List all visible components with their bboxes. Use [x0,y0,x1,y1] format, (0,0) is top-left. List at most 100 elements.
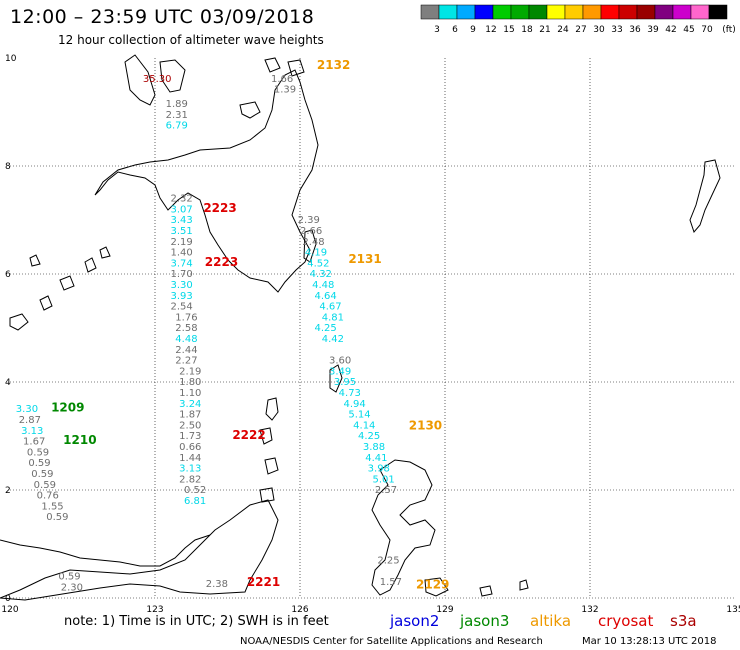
wave-height-value: 4.14 [353,420,375,431]
colorbar-label: 21 [539,25,550,35]
wave-height-value: 4.67 [319,302,341,313]
wave-height-value: 1.73 [179,431,201,442]
wave-height-value: 4.25 [315,323,337,334]
colorbar-label: 12 [485,25,496,35]
wave-height-value: 3.43 [170,215,192,226]
colorbar-label: 15 [503,25,514,35]
satellite-legend-item: cryosat [598,612,653,630]
wave-height-value: 1.39 [274,85,296,96]
axis-ticks: 120 123 126 129 132 135 0 2 4 6 8 10 [1,54,740,615]
wave-height-value: 3.93 [170,291,192,302]
y-tick-label: 0 [5,594,11,604]
wave-height-value: 2.30 [61,582,83,593]
wave-height-value: 0.59 [31,469,53,480]
wave-height-value: 0.76 [37,491,59,502]
satellite-legend-item: jason3 [459,612,509,630]
pass-number-label: 2131 [348,252,381,266]
wave-height-value: 2.38 [206,579,228,590]
wave-height-value: 3.49 [329,366,351,377]
coastlines [0,54,721,601]
pass-number-label: 2223 [205,255,238,269]
timestamp-text: Mar 10 13:28:13 UTC 2018 [582,636,717,647]
wave-height-value: 1.87 [179,410,201,421]
sangihe-islands-coast [259,229,343,503]
wave-height-value: 3.07 [170,204,192,215]
wave-height-value: 1.57 [380,577,402,588]
wave-height-value: 3.98 [368,464,390,475]
wave-height-value: 3.88 [363,442,385,453]
colorbar-label: 30 [593,25,605,35]
wave-height-value: 2.31 [166,110,188,121]
small-islands-coast [239,57,305,119]
satellite-legend-item: s3a [670,612,697,630]
wave-height-value: 4.94 [344,399,366,410]
wave-height-value: 3.51 [170,226,192,237]
wave-height-value: 4.64 [315,291,337,302]
wave-height-value: 2.39 [298,215,320,226]
wave-height-value: 3.60 [329,356,351,367]
colorbar-label: 70 [701,25,713,35]
halmahera-coast [371,459,436,596]
colorbar-label: 18 [521,25,533,35]
wave-height-value: 6.81 [184,496,206,507]
x-tick-label: 123 [146,605,163,615]
pass-number-label: 2223 [203,201,236,215]
colorbar-label: 33 [611,25,622,35]
wave-height-value: 2.57 [375,485,397,496]
wave-height-value: 3.13 [21,426,43,437]
wave-height-value: 1.70 [170,269,192,280]
colorbar-label: 9 [470,25,476,35]
wave-height-value: 2.44 [175,345,197,356]
colorbar-label: 6 [452,25,458,35]
wave-height-value: 2.82 [179,474,201,485]
colorbar-label: 3 [434,25,440,35]
wave-height-value: 3.30 [170,280,192,291]
wave-height-colorbar: 3 6 9 12 15 18 21 24 27 30 33 36 39 42 45 70 (ft) [420,4,736,35]
wave-height-value: 3.30 [16,404,38,415]
wave-height-value: 1.55 [41,501,63,512]
wave-height-value: 0.59 [27,447,49,458]
wave-height-value: 35.30 [143,74,172,85]
x-tick-label: 129 [436,605,453,615]
map-subtitle: 12 hour collection of altimeter wave hei… [58,33,324,47]
wave-height-value: 1.67 [23,437,45,448]
wave-height-value: 2.54 [170,302,192,313]
northern-islands-coast [124,54,186,106]
colorbar-label: 45 [683,25,694,35]
wave-height-value: 5.01 [373,474,395,485]
x-tick-label: 126 [291,605,308,615]
footer-note: note: 1) Time is in UTC; 2) SWH is in fe… [64,614,329,629]
pass-number-label: 2129 [416,577,449,591]
wave-height-value: 4.25 [358,431,380,442]
wave-height-value: 4.42 [322,334,344,345]
wave-height-value: 4.32 [310,269,332,280]
wave-height-value: 4.81 [322,312,344,323]
wave-height-value: 2.19 [170,237,192,248]
pass-number-label: 1209 [51,401,84,415]
wave-height-value: 0.59 [34,480,56,491]
wave-height-value: 1.76 [175,312,197,323]
wave-height-value: 1.10 [179,388,201,399]
wave-height-value: 2.25 [377,555,399,566]
wave-height-value: 3.13 [179,464,201,475]
wave-height-value: 0.59 [58,572,80,583]
colorbar-label: 27 [575,25,586,35]
pass-number-label: 2221 [247,575,280,589]
wave-height-value: 2.58 [175,323,197,334]
wave-height-value: 5.14 [348,410,370,421]
wave-height-observations: 35.30 1.892.316.79 1.661.39 2.323.073.433.5… [16,74,402,594]
wave-height-value: 2.50 [179,420,201,431]
colorbar-label: 39 [647,25,659,35]
colorbar-swatch [708,4,728,20]
wave-height-value: 2.87 [19,415,41,426]
wave-height-value: 2.48 [302,237,324,248]
wave-height-value: 4.41 [365,453,387,464]
pass-number-label: 2130 [409,419,442,433]
wave-height-value: 1.89 [166,99,188,110]
wave-height-value: 4.19 [305,248,327,259]
wave-height-value: 2.66 [300,226,322,237]
satellite-legend-item: jason2 [389,612,439,630]
satellite-pass-labels: 2132 2223 2223 2131 1209 1210 2222 2130 2221 2129 [51,58,449,591]
